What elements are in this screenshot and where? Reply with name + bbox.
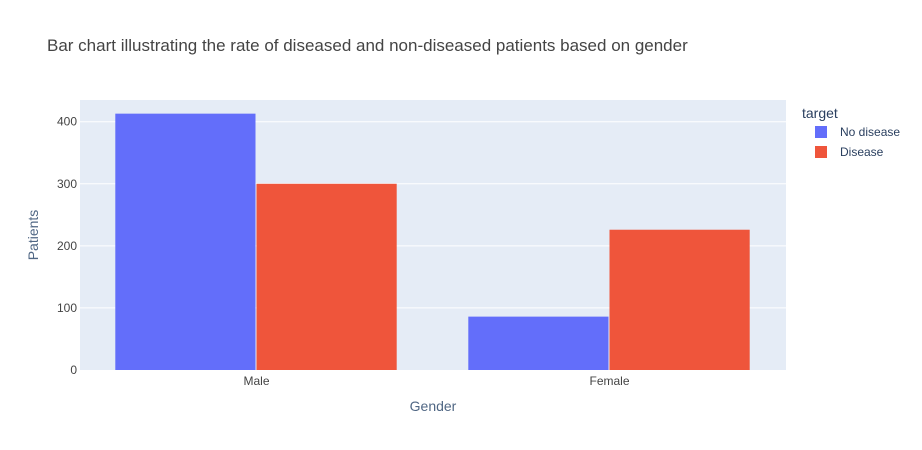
y-tick-label: 200 <box>57 239 77 253</box>
bar-disease-male[interactable] <box>256 183 397 370</box>
y-tick-label: 400 <box>57 115 77 129</box>
legend: target No disease Disease <box>802 105 900 159</box>
legend-title: target <box>802 105 838 121</box>
chart-title: Bar chart illustrating the rate of disea… <box>47 36 688 55</box>
x-axis-ticks: Male Female <box>243 374 629 388</box>
legend-label[interactable]: No disease <box>840 125 900 139</box>
legend-swatch[interactable] <box>815 146 827 158</box>
y-tick-label: 300 <box>57 177 77 191</box>
legend-label[interactable]: Disease <box>840 145 884 159</box>
bar-no-disease-male[interactable] <box>115 113 256 370</box>
bar-disease-female[interactable] <box>609 229 750 370</box>
legend-swatch[interactable] <box>815 126 827 138</box>
bar-no-disease-female[interactable] <box>468 316 609 370</box>
y-tick-label: 0 <box>70 363 77 377</box>
y-axis-ticks: 0 100 200 300 400 <box>57 115 77 377</box>
x-axis-title: Gender <box>410 398 457 414</box>
y-tick-label: 100 <box>57 301 77 315</box>
bars <box>115 113 750 370</box>
y-axis-title: Patients <box>25 210 41 261</box>
x-tick-label: Female <box>589 374 629 388</box>
x-tick-label: Male <box>243 374 269 388</box>
